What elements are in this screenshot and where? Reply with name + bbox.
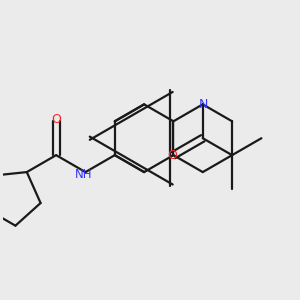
Text: N: N xyxy=(199,98,208,111)
Text: O: O xyxy=(167,149,177,162)
Text: NH: NH xyxy=(75,168,93,181)
Text: O: O xyxy=(51,113,61,126)
